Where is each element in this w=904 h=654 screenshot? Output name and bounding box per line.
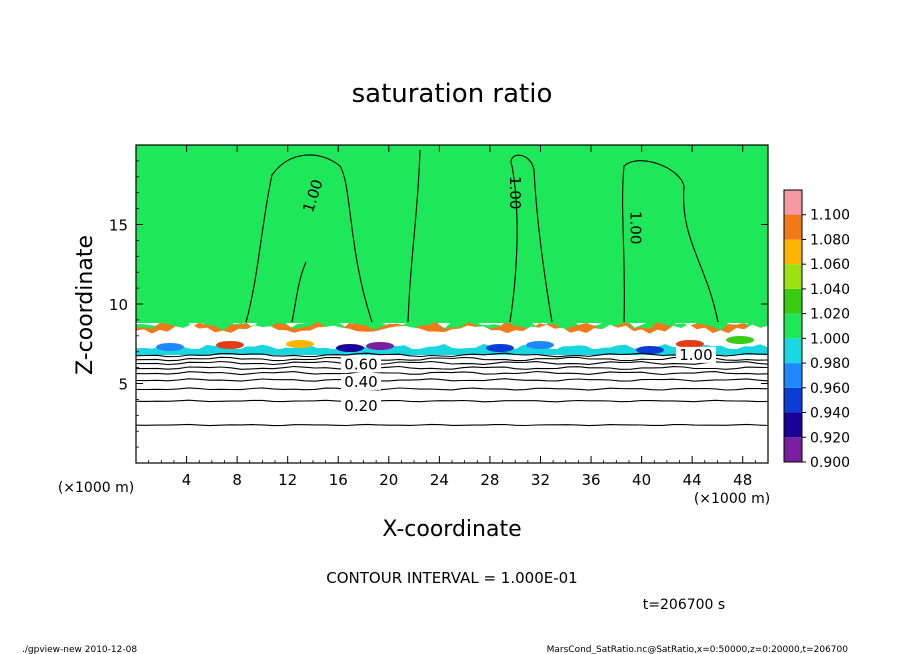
contour-line xyxy=(136,370,768,376)
contour-label-backing xyxy=(340,356,381,373)
colorbar-swatch xyxy=(784,214,802,240)
contour-label-3: 1.00 xyxy=(679,346,712,364)
contour-label-1: 1.00 xyxy=(506,176,524,209)
band-patch-0 xyxy=(156,343,184,351)
colorbar-label: 1.040 xyxy=(810,282,850,298)
y-axis-unit: (×1000 m) xyxy=(58,480,134,496)
contour-label-6: 0.20 xyxy=(344,397,377,415)
contour-plume xyxy=(622,160,719,323)
colorbar-frame xyxy=(783,189,803,463)
colorbar-label: 0.940 xyxy=(810,406,850,422)
contour-line xyxy=(136,365,768,371)
contour-line xyxy=(136,356,768,362)
x-tick-label: 16 xyxy=(329,471,348,489)
y-tick-label: 10 xyxy=(109,296,128,314)
contour-interval-note: CONTOUR INTERVAL = 1.000E-01 xyxy=(326,569,577,587)
colorbar-label: 1.020 xyxy=(810,307,850,323)
contour-label-5: 0.40 xyxy=(344,373,377,391)
colorbar-swatch xyxy=(784,387,802,413)
x-axis: 4 8 12 16 20 24 28 32 36 40 44 48 xyxy=(148,145,756,489)
contour-line xyxy=(136,387,768,391)
contour-line xyxy=(136,399,768,403)
band-patch-9 xyxy=(726,336,754,344)
band-patch-8 xyxy=(676,340,704,348)
x-tick-label: 20 xyxy=(379,471,398,489)
contour-lines xyxy=(136,149,768,427)
x-tick-label: 44 xyxy=(683,471,702,489)
cloud-band xyxy=(136,315,768,355)
contour-label-backing xyxy=(675,346,716,363)
y-axis-label: Z-coordinate xyxy=(73,235,98,375)
colorbar-swatch xyxy=(784,239,802,265)
x-tick-label: 12 xyxy=(278,471,297,489)
contour-plume xyxy=(245,154,373,323)
colorbar-label: 0.980 xyxy=(810,356,850,372)
band-patch-1 xyxy=(216,341,244,349)
contour-line xyxy=(136,360,768,366)
band-patch-3 xyxy=(336,344,364,352)
contour-label-backing xyxy=(340,397,381,414)
plot-area xyxy=(136,145,768,463)
x-tick-label: 24 xyxy=(430,471,449,489)
footer-right-note: MarsCond_SatRatio.nc@SatRatio,x=0:50000,… xyxy=(547,645,849,654)
colorbar-swatch xyxy=(784,264,802,289)
contour-label-2: 1.00 xyxy=(626,211,644,244)
x-tick-label: 48 xyxy=(733,471,752,489)
colorbar-swatch xyxy=(784,437,802,462)
colorbar-label: 1.080 xyxy=(810,232,850,248)
contour-plume xyxy=(291,261,307,323)
x-tick-label: 4 xyxy=(182,471,192,489)
colorbar-swatch xyxy=(784,338,802,364)
y-axis: 5 10 15 xyxy=(109,160,768,448)
x-tick-label: 32 xyxy=(531,471,550,489)
contour-line xyxy=(136,423,768,427)
x-tick-label: 36 xyxy=(581,471,600,489)
x-tick-label: 8 xyxy=(232,471,242,489)
y-tick-label: 15 xyxy=(109,217,128,235)
colorbar-swatch xyxy=(784,363,802,388)
colorbar-label: 0.900 xyxy=(810,455,850,471)
band-patch-6 xyxy=(526,341,554,349)
contour-plume xyxy=(509,154,553,323)
contour-labels: 1.00 1.001.001.000.600.400.20 xyxy=(299,176,712,415)
footer-left-note: ./gpview-new 2010-12-08 xyxy=(22,645,137,654)
contour-label-backing xyxy=(340,373,381,390)
x-axis-label: X-coordinate xyxy=(382,517,521,542)
time-stamp: t=206700 s xyxy=(643,597,725,613)
colorbar-swatch xyxy=(784,288,802,314)
colorbar-label: 1.000 xyxy=(810,331,850,347)
contour-line xyxy=(136,352,768,358)
colorbar-label: 0.920 xyxy=(810,430,850,446)
colorbar-swatch xyxy=(784,313,802,339)
band-patch-7 xyxy=(636,346,664,354)
chart-title: saturation ratio xyxy=(352,79,553,109)
x-tick-label: 28 xyxy=(480,471,499,489)
colorbar-swatch xyxy=(784,190,802,215)
band-lower xyxy=(136,343,768,355)
colorbar-swatch xyxy=(784,412,802,438)
y-tick-label: 5 xyxy=(118,376,128,394)
band-patch-2 xyxy=(286,340,314,348)
contour-plume xyxy=(407,149,421,323)
colorbar-label: 1.100 xyxy=(810,208,850,224)
saturated-region xyxy=(136,145,768,323)
contour-line xyxy=(136,378,768,382)
colorbar: 0.900 0.920 0.940 0.960 0.980 1.000 1.020 1.040… xyxy=(783,189,850,471)
x-axis-unit: (×1000 m) xyxy=(694,491,770,507)
contour-label-4: 0.60 xyxy=(344,355,377,373)
colorbar-label: 1.060 xyxy=(810,257,850,273)
colorbar-label: 0.960 xyxy=(810,381,850,397)
band-patch-4 xyxy=(366,342,394,350)
x-tick-label: 40 xyxy=(632,471,651,489)
band-patch-5 xyxy=(486,344,514,352)
